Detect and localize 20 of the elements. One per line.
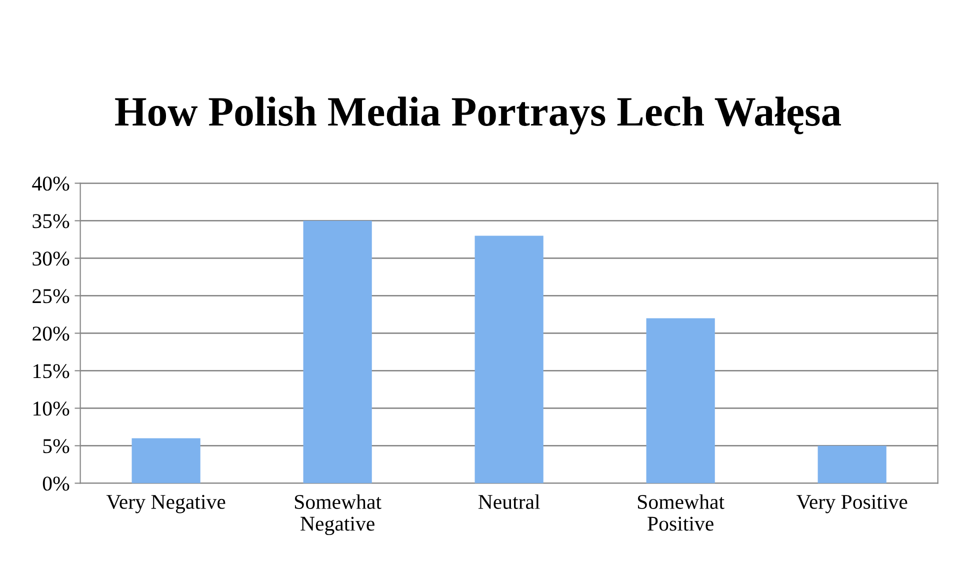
x-tick-label: Neutral	[478, 494, 540, 509]
y-tick-label: 25%	[32, 289, 70, 304]
y-tick-label: 10%	[34, 402, 70, 416]
bar	[132, 438, 200, 484]
bar	[646, 318, 715, 484]
y-tick-label: 40%	[32, 176, 70, 191]
x-tick-label: Somewhat Positive	[638, 494, 724, 531]
bar	[818, 446, 886, 484]
chart-title: How Polish Media Portrays Lech Wałęsa	[115, 96, 841, 135]
y-tick-label: 30%	[32, 252, 70, 266]
y-tick-label: 15%	[34, 364, 70, 378]
x-tick-label: Somewhat Negative	[294, 494, 382, 536]
bar	[303, 220, 372, 484]
y-tick-label: 20%	[32, 326, 70, 341]
y-tick-label: 5%	[43, 439, 70, 454]
x-tick-label: Very Negative	[106, 494, 226, 514]
x-tick-label: Very Positive	[796, 494, 908, 514]
y-tick-label: 0%	[42, 476, 70, 491]
y-tick-label: 35%	[32, 214, 70, 228]
bar	[474, 236, 544, 484]
